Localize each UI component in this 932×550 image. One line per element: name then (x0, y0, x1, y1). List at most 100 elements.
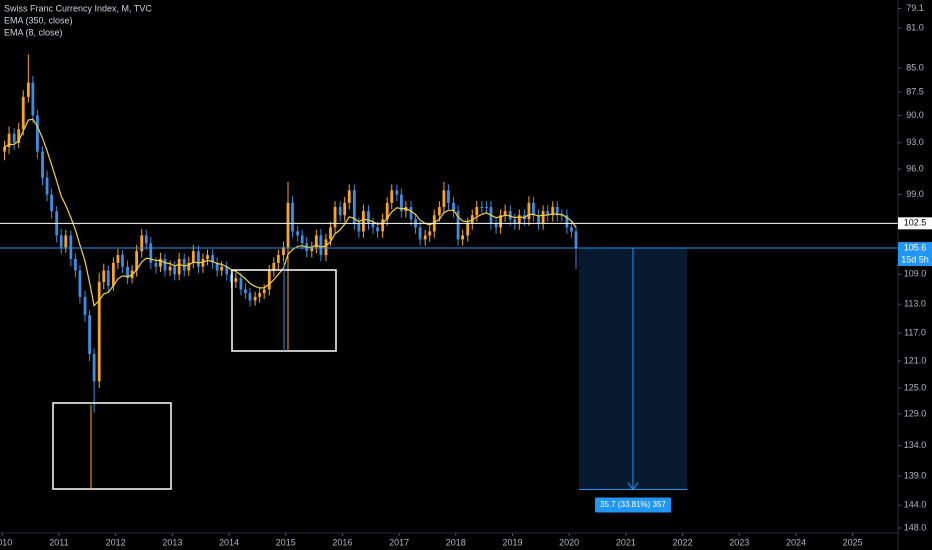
candle-body (126, 266, 129, 279)
candle-body (73, 258, 77, 271)
candle-body (182, 258, 186, 271)
x-tick-label: 2018 (446, 537, 466, 547)
candle-body (466, 223, 470, 236)
candle-body (121, 255, 124, 267)
y-tick-label: 79.1 (906, 3, 924, 13)
candle-body (517, 215, 521, 224)
candle-body (329, 227, 332, 240)
candle-body (390, 190, 394, 203)
candle-body (418, 227, 422, 240)
candle-body (26, 82, 30, 97)
candle-body (116, 255, 120, 263)
x-tick-label: 2023 (729, 537, 749, 547)
candle-body (324, 239, 328, 256)
ema-line (4, 118, 577, 307)
candle-body (92, 354, 96, 382)
x-tick-label: 2014 (219, 537, 239, 547)
candle-body (187, 262, 191, 271)
candle-body (50, 194, 53, 212)
y-tick-label: 121.0 (904, 355, 927, 365)
y-tick-label: 93.0 (906, 137, 924, 147)
candle-body (381, 219, 385, 232)
candle-body (286, 202, 290, 248)
candle-body (361, 211, 365, 232)
candle-body (258, 293, 262, 297)
candle-body (513, 219, 517, 224)
candle-body (310, 247, 314, 252)
x-tick-label: 2024 (786, 537, 806, 547)
y-tick-label: 87.5 (906, 87, 924, 97)
candle-body (140, 235, 144, 252)
candle-body (532, 202, 535, 216)
candle-body (399, 194, 403, 212)
y-tick-label: 113.0 (904, 299, 926, 309)
candle-body (215, 262, 219, 271)
measure-arrowhead (627, 482, 639, 491)
candle-body (555, 206, 559, 216)
candle-body (234, 278, 238, 282)
y-tick-label: 109.0 (904, 269, 927, 279)
price-label-box (898, 217, 932, 230)
candle-body (17, 129, 21, 143)
candle-body (7, 133, 11, 148)
y-tick-label: 139.0 (904, 470, 927, 480)
y-tick-label: 85.0 (906, 62, 924, 72)
candle-body (447, 190, 450, 203)
candle-body (36, 115, 39, 152)
candle-body (272, 262, 276, 271)
candle-body (437, 206, 441, 216)
candle-body (574, 231, 578, 249)
y-tick-label: 129.0 (904, 408, 927, 418)
candle-body (282, 247, 285, 256)
candle-body (376, 227, 379, 232)
measure-label-box (594, 497, 671, 513)
candle-body (291, 202, 294, 232)
candle-body (480, 206, 484, 208)
candle-body (343, 202, 347, 216)
candle-body (527, 202, 531, 220)
y-tick-label: 125.0 (904, 382, 927, 392)
candle-body (21, 96, 25, 130)
candle-body (296, 231, 300, 236)
candle-body (267, 270, 271, 290)
axes: 79.1 81.0 85.0 87.5 90.0 93.0 96.0 99.0 109.0 113… (0, 3, 932, 547)
x-tick-label: 2013 (162, 537, 182, 547)
candle-body (508, 211, 512, 220)
candle-body (239, 278, 243, 290)
candle-body (83, 296, 87, 316)
x-tick-label: 2017 (389, 537, 409, 547)
candle-body (300, 235, 304, 244)
y-tick-label: 99.0 (906, 189, 924, 199)
candle-body (352, 190, 356, 224)
plot-area: 35.7 (33.81%) 357 (0, 54, 898, 513)
candle-body (371, 223, 375, 228)
x-tick-label: 2010 (0, 537, 12, 547)
x-tick-label: 2022 (673, 537, 693, 547)
candle-body (319, 235, 323, 256)
candle-body (276, 255, 280, 263)
candle-body (64, 235, 68, 248)
last-price-box (898, 242, 932, 267)
candle-body (565, 215, 569, 228)
candle-body (442, 190, 446, 207)
candle-body (225, 266, 229, 275)
candle-body (149, 243, 153, 263)
candle-body (570, 227, 573, 232)
candle-body (197, 251, 200, 267)
x-tick-label: 2012 (106, 537, 126, 547)
candle-body (45, 177, 49, 195)
candle-body (220, 266, 224, 271)
x-tick-label: 2020 (559, 537, 579, 547)
candle-body (12, 133, 16, 143)
candle-body (177, 258, 181, 275)
x-tick-label: 2021 (616, 537, 636, 547)
candle-body (560, 215, 564, 217)
candle-body (159, 258, 162, 267)
candle-body (541, 211, 545, 224)
candle-body (314, 235, 318, 248)
candle-body (475, 206, 479, 216)
last-price-label: 105.6 (904, 242, 927, 252)
candle-body (428, 231, 432, 236)
candle-body (452, 202, 455, 212)
